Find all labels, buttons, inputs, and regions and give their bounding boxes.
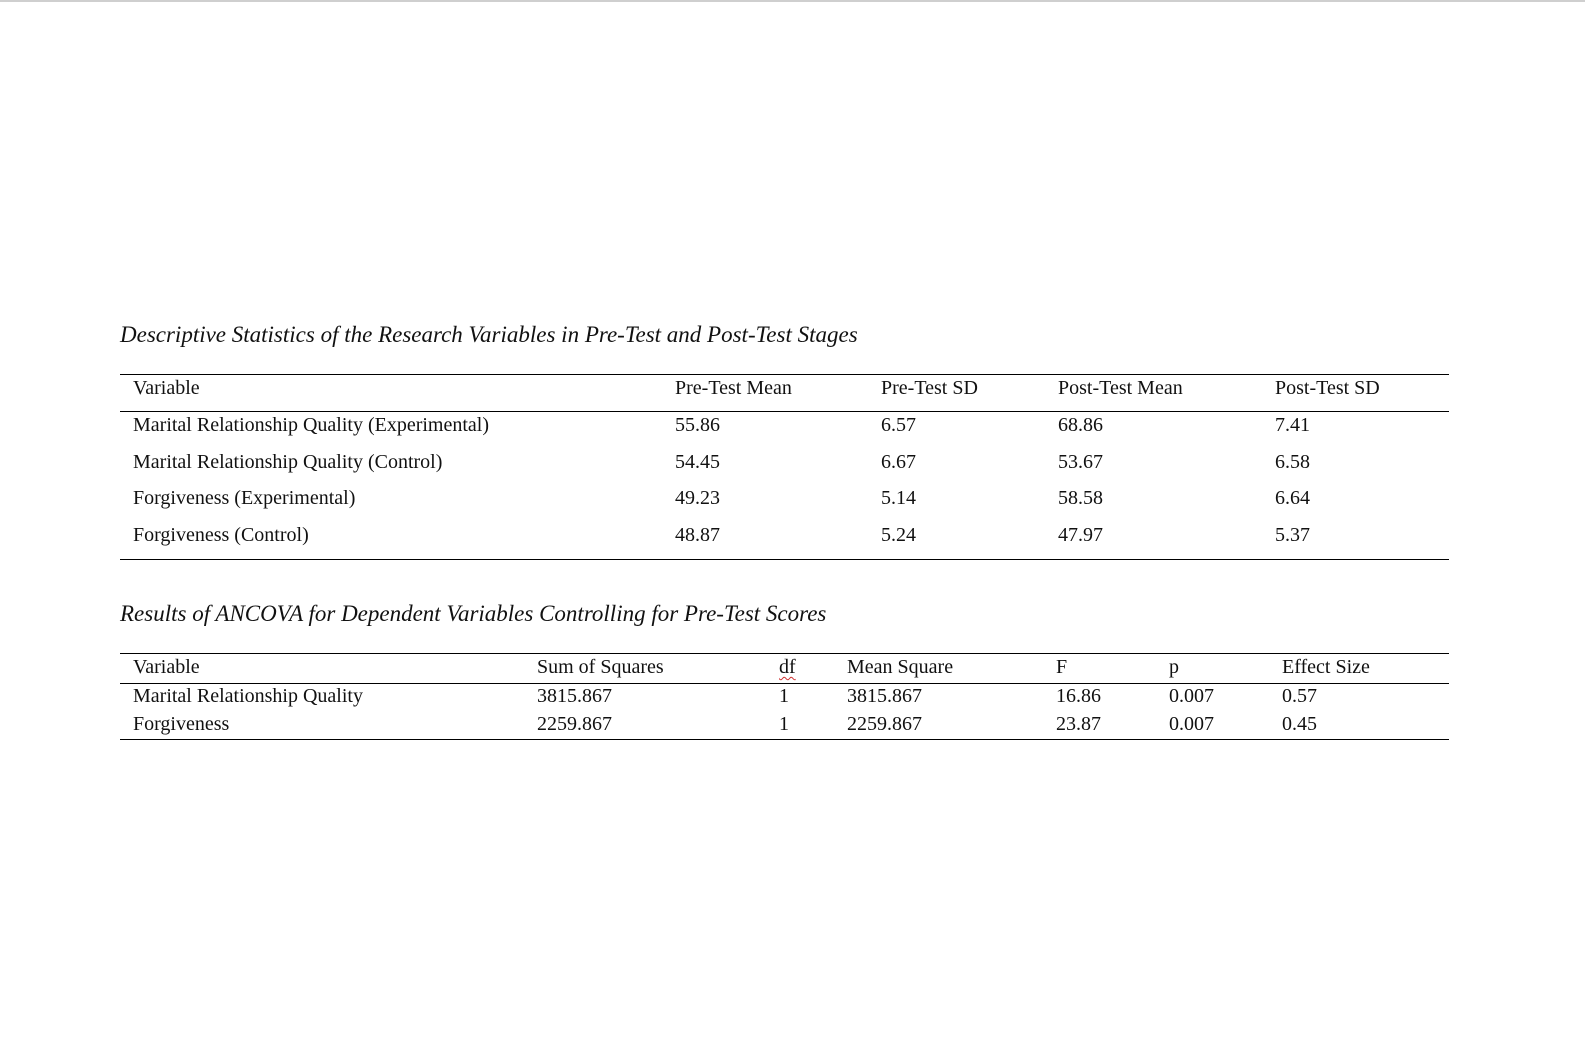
column-header: Mean Square bbox=[847, 656, 954, 678]
column-header: p bbox=[1169, 656, 1179, 678]
row-label: Marital Relationship Quality (Experiment… bbox=[133, 414, 490, 436]
table-cell: 6.64 bbox=[1275, 487, 1310, 509]
row-label: Forgiveness bbox=[133, 713, 230, 735]
top-border bbox=[0, 0, 1585, 2]
table-cell: 1 bbox=[779, 713, 789, 735]
table-cell: 23.87 bbox=[1056, 713, 1101, 735]
table-cell: 2259.867 bbox=[847, 713, 922, 735]
table-cell: 48.87 bbox=[675, 524, 720, 546]
table-cell: 3815.867 bbox=[537, 685, 612, 707]
table-cell: 54.45 bbox=[675, 451, 720, 473]
header-rule bbox=[120, 683, 1449, 684]
table-top-rule bbox=[120, 653, 1449, 654]
table-cell: 5.14 bbox=[881, 487, 916, 509]
table-cell: 47.97 bbox=[1058, 524, 1103, 546]
table-cell: 16.86 bbox=[1056, 685, 1101, 707]
table-bottom-rule bbox=[120, 559, 1449, 560]
column-header: Sum of Squares bbox=[537, 656, 664, 678]
column-header: Pre-Test Mean bbox=[675, 377, 792, 399]
table-cell: 6.57 bbox=[881, 414, 916, 436]
table-cell: 0.007 bbox=[1169, 713, 1214, 735]
column-header: Post-Test SD bbox=[1275, 377, 1380, 399]
column-header: df bbox=[779, 656, 796, 678]
row-label: Marital Relationship Quality (Control) bbox=[133, 451, 443, 473]
column-header: Pre-Test SD bbox=[881, 377, 978, 399]
column-header: Variable bbox=[133, 377, 200, 399]
table-cell: 0.45 bbox=[1282, 713, 1317, 735]
table-cell: 55.86 bbox=[675, 414, 720, 436]
table-caption: Results of ANCOVA for Dependent Variable… bbox=[120, 601, 827, 626]
table-caption: Descriptive Statistics of the Research V… bbox=[120, 322, 858, 347]
table-cell: 5.37 bbox=[1275, 524, 1310, 546]
table-cell: 5.24 bbox=[881, 524, 916, 546]
table-cell: 53.67 bbox=[1058, 451, 1103, 473]
row-label: Forgiveness (Experimental) bbox=[133, 487, 356, 509]
header-rule bbox=[120, 411, 1449, 412]
column-header: Variable bbox=[133, 656, 200, 678]
table-cell: 0.007 bbox=[1169, 685, 1214, 707]
table-cell: 1 bbox=[779, 685, 789, 707]
column-header: Effect Size bbox=[1282, 656, 1370, 678]
row-label: Forgiveness (Control) bbox=[133, 524, 309, 546]
table-cell: 2259.867 bbox=[537, 713, 612, 735]
table-cell: 68.86 bbox=[1058, 414, 1103, 436]
column-header: F bbox=[1056, 656, 1068, 678]
table-cell: 0.57 bbox=[1282, 685, 1317, 707]
table-top-rule bbox=[120, 374, 1449, 375]
row-label: Marital Relationship Quality bbox=[133, 685, 363, 707]
table-cell: 6.67 bbox=[881, 451, 916, 473]
table-cell: 49.23 bbox=[675, 487, 720, 509]
column-header: Post-Test Mean bbox=[1058, 377, 1183, 399]
table-cell: 58.58 bbox=[1058, 487, 1103, 509]
table-cell: 7.41 bbox=[1275, 414, 1310, 436]
table-cell: 6.58 bbox=[1275, 451, 1310, 473]
table-cell: 3815.867 bbox=[847, 685, 922, 707]
table-bottom-rule bbox=[120, 739, 1449, 740]
